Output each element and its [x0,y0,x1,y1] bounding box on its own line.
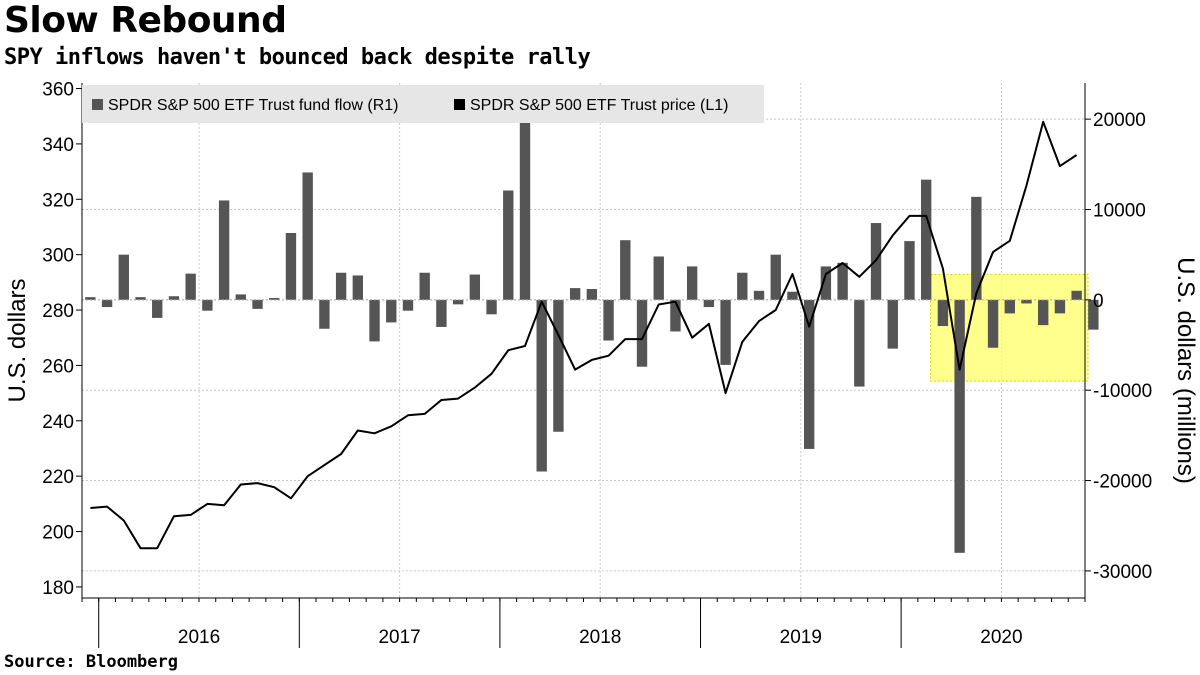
flow-bar [235,294,246,300]
plot-background [82,83,1085,598]
flow-bar [118,254,129,300]
flow-bar [820,266,832,300]
flow-bar [452,299,464,305]
flow-bar [1071,290,1082,300]
flow-bar [419,272,430,300]
legend-label-price: SPDR S&P 500 ETF Trust price (L1) [470,97,728,114]
chart-title: Slow Rebound [4,0,287,41]
flow-bar [168,296,180,300]
flow-bar [753,290,765,300]
flow-bar [135,297,146,300]
left-tick-label: 180 [42,578,74,599]
legend-swatch-price [454,99,465,110]
flow-bar [269,298,280,300]
flow-bar [503,190,514,300]
flow-bar [285,232,297,300]
flow-bar [185,273,196,300]
flow-bar [218,200,230,300]
flow-bar [469,274,481,300]
flow-bar [686,266,698,300]
chart-subtitle: SPY inflows haven't bounced back despite… [4,45,591,70]
flow-bar [854,299,865,387]
flow-bar [653,256,664,300]
flow-bar [402,299,414,311]
flow-bar [887,299,898,349]
legend-label-flow: SPDR S&P 500 ETF Trust fund flow (R1) [108,97,398,114]
flow-bar [921,179,932,300]
flow-bar [837,262,848,300]
x-year-label: 2017 [378,627,420,648]
flow-bar [386,299,397,323]
flow-bar [536,299,547,472]
left-tick-label: 260 [42,356,74,377]
flow-bar [85,297,96,300]
legend: SPDR S&P 500 ETF Trust fund flow (R1) SPD… [82,85,764,123]
x-year-label: 2020 [980,627,1022,648]
flow-bar [954,299,965,553]
flow-bar [586,289,598,300]
flow-bar [971,196,982,300]
flow-bar [319,299,330,329]
flow-bar [1004,299,1015,314]
flow-bar [352,275,364,300]
flow-bar [436,299,447,327]
flow-bar [302,172,313,300]
flow-bar [737,272,748,300]
left-tick-label: 320 [42,190,74,211]
left-tick-label: 280 [42,301,74,322]
left-tick-label: 240 [42,412,74,433]
right-tick-label: 0 [1093,291,1104,312]
flow-bar [553,299,564,432]
flow-bar [670,299,681,332]
x-year-label: 2019 [780,627,822,648]
flow-bar [569,288,581,300]
flow-bar [636,299,648,367]
flow-bar [369,299,380,342]
flow-bar [1021,299,1032,304]
flow-bar [1088,299,1099,330]
flow-bar [152,299,163,318]
flow-bar [770,254,781,300]
flow-bar [937,299,949,327]
flow-bar [987,299,999,348]
flow-bar [620,240,631,300]
right-tick-label: -20000 [1093,472,1152,493]
flow-bar [703,299,715,308]
price-line [90,120,1078,550]
source-note: Source: Bloomberg [4,652,178,672]
left-tick-label: 340 [42,135,74,156]
right-tick-label: 20000 [1093,110,1146,131]
left-tick-label: 300 [42,246,74,267]
right-axis-title: U.S. dollars (millions) [1172,257,1199,484]
flow-bar [519,119,531,300]
flow-bar [904,241,915,300]
flow-bar [335,272,347,300]
flow-bar [787,291,798,300]
flow-bar [1054,299,1066,314]
legend-swatch-flow [92,99,103,110]
x-year-label: 2018 [579,627,621,648]
left-axis-title: U.S. dollars [4,278,31,402]
flow-bar [101,299,113,308]
flow-bar [486,299,497,315]
left-tick-label: 360 [42,80,74,101]
left-tick-label: 200 [42,523,74,544]
flow-bar [720,299,731,365]
flow-bar [202,299,213,311]
flow-bar [803,299,815,449]
x-year-label: 2016 [178,627,220,648]
right-tick-label: -30000 [1093,562,1152,583]
flow-bar [603,299,614,341]
left-tick-label: 220 [42,467,74,488]
legend-background [82,85,764,123]
right-tick-label: 10000 [1093,200,1146,221]
highlight-box [930,274,1089,382]
flow-bar [252,299,263,309]
flow-bar [1038,299,1049,326]
right-tick-label: -10000 [1093,381,1152,402]
